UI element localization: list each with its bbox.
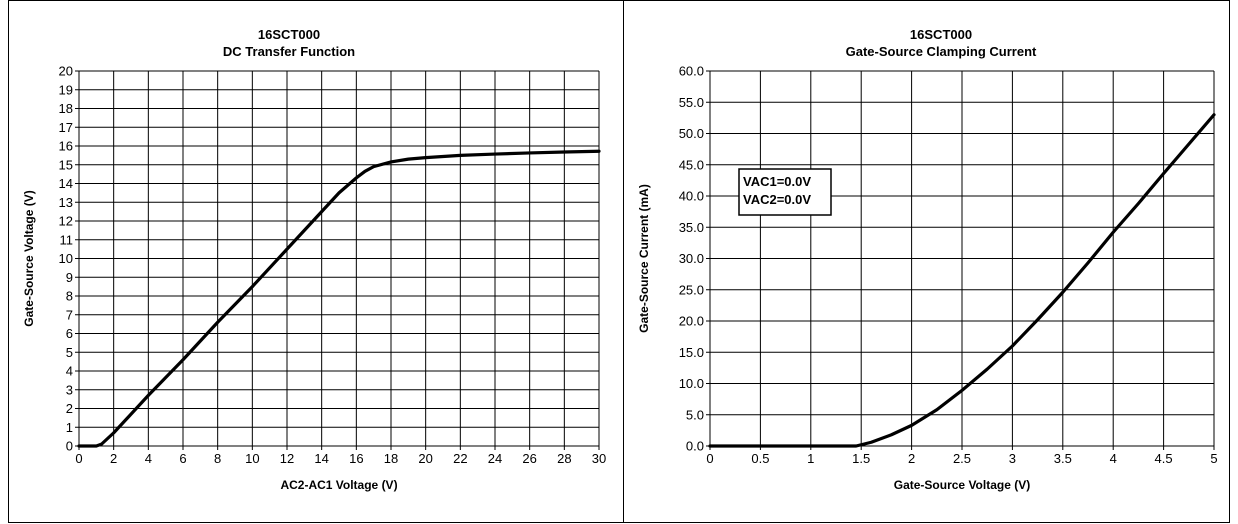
y-tick-label: 10 [59,251,73,266]
x-tick-label: 20 [418,451,432,466]
y-tick-label: 12 [59,214,73,229]
chart-panel-clamping-current: 16SCT000 Gate-Source Clamping Current 0 0.5… [623,0,1230,523]
x-tick-label: 28 [557,451,571,466]
y-tick-label: 16 [59,139,73,154]
x-tick-label: 10 [245,451,259,466]
y-tick-label: 5 [66,345,73,360]
x-tick-label: 2 [908,451,915,466]
x-tick-label: 2.5 [953,451,971,466]
x-axis-label: Gate-Source Voltage (V) [894,478,1030,492]
y-tick-label: 25.0 [679,282,704,297]
y-tick-label: 60.0 [679,64,704,79]
y-tick-label: 15 [59,157,73,172]
annotation-text: VAC1=0.0V [743,174,811,189]
x-tick-label: 22 [453,451,467,466]
x-tick-label: 16 [349,451,363,466]
y-tick-label: 0.0 [686,439,704,454]
y-axis-label: Gate-Source Voltage (V) [22,190,36,326]
y-tick-label: 13 [59,195,73,210]
chart-title: 16SCT000 [910,27,972,42]
x-tick-label: 18 [384,451,398,466]
y-tick-label: 0 [66,439,73,454]
y-tick-label: 11 [60,232,74,247]
y-tick-label: 20 [59,64,73,79]
y-tick-label: 18 [59,101,73,116]
y-tick-label: 14 [59,176,73,191]
y-tick-label: 45.0 [679,157,704,172]
x-tick-label: 3.5 [1054,451,1072,466]
x-tick-label: 0 [706,451,713,466]
x-tick-label: 1 [807,451,814,466]
annotation-box [738,168,832,216]
x-tick-label: 5 [1210,451,1217,466]
y-tick-label: 30.0 [679,251,704,266]
y-tick-label: 3 [66,382,73,397]
y-tick-label: 8 [66,289,73,304]
x-tick-label: 2 [110,451,117,466]
annotation-text: VAC2=0.0V [743,192,811,207]
y-tick-label: 6 [66,326,73,341]
y-tick-label: 9 [66,270,73,285]
x-tick-label: 6 [179,451,186,466]
y-tick-label: 40.0 [679,189,704,204]
x-tick-label: 8 [214,451,221,466]
y-tick-label: 50.0 [679,126,704,141]
y-tick-label: 20.0 [679,314,704,329]
series-line [708,113,1216,448]
x-tick-label: 4 [145,451,152,466]
y-tick-label: 2 [66,401,73,416]
x-tick-label: 4 [1110,451,1117,466]
series-line [77,149,601,448]
chart-subtitle: Gate-Source Clamping Current [846,44,1037,59]
y-tick-label: 1 [66,420,73,435]
y-tick-label: 5.0 [686,407,704,422]
x-tick-label: 4.5 [1155,451,1173,466]
y-tick-label: 15.0 [679,345,704,360]
y-tick-label: 4 [66,364,73,379]
y-tick-label: 19 [59,82,73,97]
x-tick-label: 26 [522,451,536,466]
chart-subtitle: DC Transfer Function [223,44,355,59]
x-tick-label: 1.5 [852,451,870,466]
y-tick-label: 7 [66,307,73,322]
y-tick-label: 10.0 [679,376,704,391]
chart-gate-source-clamping-current: 16SCT000 Gate-Source Clamping Current 0 0.5… [637,27,1218,492]
y-tick-label: 17 [59,120,73,135]
y-tick-label: 35.0 [679,220,704,235]
x-axis-label: AC2-AC1 Voltage (V) [280,478,397,492]
x-tick-label: 12 [280,451,294,466]
y-tick-label: 55.0 [679,95,704,110]
y-axis-label: Gate-Source Current (mA) [637,184,651,333]
x-tick-label: 0.5 [751,451,769,466]
chart-title: 16SCT000 [258,27,320,42]
x-tick-label: 30 [592,451,606,466]
x-tick-label: 0 [75,451,82,466]
x-tick-label: 3 [1009,451,1016,466]
x-tick-label: 24 [488,451,502,466]
chart-panel-dc-transfer: 16SCT000 DC Transfer Function 0 2 4 6 8 10 12 14 1… [8,0,624,523]
x-tick-label: 14 [314,451,328,466]
